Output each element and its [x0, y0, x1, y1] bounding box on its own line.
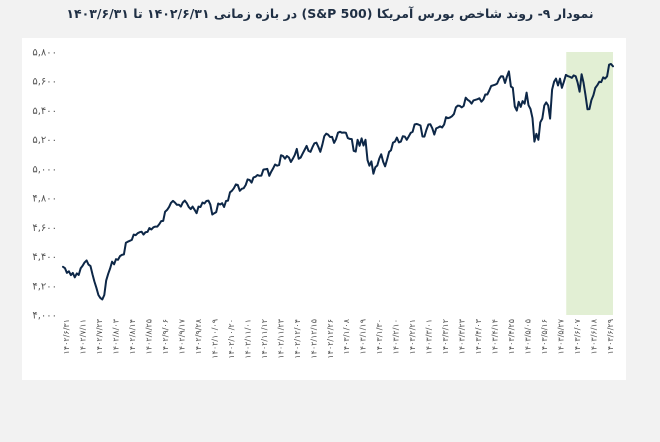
x-tick-label: ۱۴۰۲/۱۰/۰۹ — [210, 319, 219, 359]
x-tick-label: ۱۴۰۳/۵/۲۷ — [557, 318, 566, 354]
x-tick-label: ۱۴۰۲/۸/۱۴ — [128, 319, 137, 354]
x-tick-label: ۱۴۰۳/۱/۱۹ — [359, 319, 368, 354]
x-tick-label: ۱۴۰۲/۱۲/۱۵ — [309, 319, 318, 359]
x-tick-label: ۱۴۰۲/۱۰/۲۰ — [227, 319, 236, 359]
x-tick-label: ۱۴۰۳/۵/۱۶ — [540, 319, 549, 354]
x-tick-label: ۱۴۰۳/۴/۲۵ — [507, 319, 516, 354]
y-tick-label: ۴,۸۰۰ — [32, 194, 57, 205]
x-tick-label: ۱۴۰۲/۱۲/۰۴ — [293, 319, 302, 359]
line-chart: ۵,۸۰۰ ۵,۶۰۰ ۵,۴۰۰ ۵,۲۰۰ ۵,۰۰۰ ۴,۸۰۰ ۴,۶۰۰ ۴,۴۰۰… — [32, 48, 615, 359]
highlight-region — [566, 52, 613, 315]
x-tick-label: ۱۴۰۳/۶/۱۸ — [590, 318, 599, 354]
y-tick-label: ۴,۰۰۰ — [32, 311, 57, 322]
y-tick-label: ۵,۲۰۰ — [32, 135, 57, 146]
sp500-series-line — [62, 63, 614, 301]
x-tick-label: ۱۴۰۲/۸/۰۳ — [111, 318, 120, 354]
y-tick-label: ۴,۴۰۰ — [32, 252, 57, 263]
chart-card: ۵,۸۰۰ ۵,۶۰۰ ۵,۴۰۰ ۵,۲۰۰ ۵,۰۰۰ ۴,۸۰۰ ۴,۶۰۰ ۴,۴۰۰… — [22, 38, 626, 380]
x-tick-label: ۱۴۰۳/۵/۰۵ — [524, 319, 533, 354]
x-tick-label: ۱۴۰۳/۳/۲۳ — [458, 318, 467, 354]
x-tick-label: ۱۴۰۳/۴/۰۳ — [474, 318, 483, 354]
x-tick-label: ۱۴۰۲/۱۱/۰۱ — [243, 319, 252, 359]
x-tick-label: ۱۴۰۳/۶/۲۹ — [606, 319, 615, 354]
x-tick-label: ۱۴۰۲/۹/۱۷ — [177, 318, 186, 354]
y-tick-label: ۵,۰۰۰ — [32, 164, 57, 175]
x-tick-label: ۱۴۰۲/۸/۲۵ — [144, 319, 153, 354]
x-tick-label: ۱۴۰۳/۱/۰۸ — [342, 318, 351, 354]
y-tick-label: ۴,۶۰۰ — [32, 223, 57, 234]
y-tick-label: ۵,۸۰۰ — [32, 48, 57, 59]
x-tick-label: ۱۴۰۳/۲/۲۱ — [408, 319, 417, 354]
x-tick-label: ۱۴۰۲/۹/۰۶ — [161, 319, 170, 354]
x-tick-label: ۱۴۰۳/۴/۱۴ — [491, 319, 500, 354]
x-tick-label: ۱۴۰۳/۳/۰۱ — [425, 319, 434, 354]
x-tick-label: ۱۴۰۲/۶/۳۱ — [62, 319, 71, 354]
y-tick-label: ۴,۲۰۰ — [32, 281, 57, 292]
y-tick-label: ۵,۶۰۰ — [32, 77, 57, 88]
x-tick-label: ۱۴۰۲/۷/۲۳ — [95, 318, 104, 354]
x-tick-label: ۱۴۰۳/۱/۳۰ — [375, 319, 384, 354]
x-tick-label: ۱۴۰۳/۳/۱۲ — [441, 319, 450, 354]
chart-title: نمودار ۹- روند شاخص بورس آمریکا (S&P 500… — [66, 6, 594, 21]
x-tick-label: ۱۴۰۲/۱۱/۲۳ — [276, 318, 285, 358]
x-tick-label: ۱۴۰۳/۶/۰۷ — [573, 318, 582, 354]
x-tick-label: ۱۴۰۲/۱۲/۲۶ — [326, 319, 335, 359]
x-tick-label: ۱۴۰۳/۲/۱۰ — [392, 319, 401, 354]
y-tick-label: ۵,۴۰۰ — [32, 106, 57, 117]
x-tick-label: ۱۴۰۲/۱۱/۱۲ — [260, 319, 269, 359]
x-tick-label: ۱۴۰۲/۹/۲۸ — [194, 318, 203, 354]
x-tick-label: ۱۴۰۲/۷/۱۱ — [78, 319, 87, 354]
